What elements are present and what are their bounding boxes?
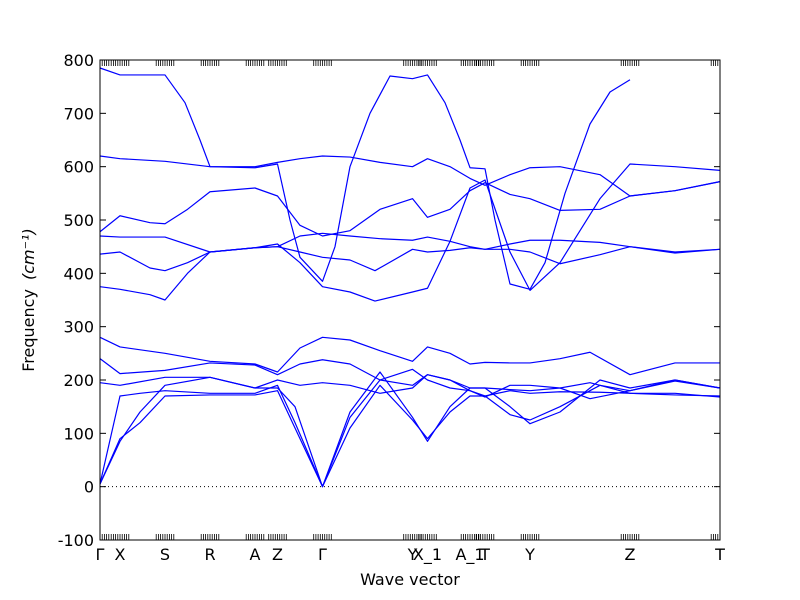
plot-area xyxy=(100,60,720,540)
band-12 xyxy=(99,67,631,290)
x-tick-label-12: Z xyxy=(625,545,636,564)
y-tick-label: 600 xyxy=(63,158,94,177)
plot-background xyxy=(100,60,720,540)
band-5 xyxy=(99,358,721,398)
y-tick-label: 400 xyxy=(63,264,94,283)
y-tick-label: 300 xyxy=(63,318,94,337)
x-tick-label-7: Y xyxy=(407,545,418,564)
y-tick-label: 200 xyxy=(63,371,94,390)
y-tick-label: -100 xyxy=(58,531,94,550)
y-tick-label: 800 xyxy=(63,51,94,70)
y-tick-label: 700 xyxy=(63,104,94,123)
x-tick-label-13: T xyxy=(714,545,725,564)
x-tick-label-11: Y xyxy=(524,545,535,564)
x-tick-label-6: Γ xyxy=(318,545,327,564)
y-axis-label-unit: (cm⁻¹) xyxy=(19,228,38,280)
x-axis-label: Wave vector xyxy=(360,570,460,589)
band-2 xyxy=(99,380,721,488)
band-7 xyxy=(99,163,721,302)
x-tick-label-8: X_1 xyxy=(413,545,442,565)
y-axis-label-text: Frequency xyxy=(19,289,38,372)
x-tick-label-5: Z xyxy=(272,545,283,564)
band-8 xyxy=(99,246,721,272)
band-9 xyxy=(99,232,721,253)
x-tick-label-10: T xyxy=(479,545,490,564)
band-3 xyxy=(99,371,721,488)
y-tick-label: 100 xyxy=(63,424,94,443)
y-tick-label: 0 xyxy=(84,478,94,497)
x-tick-label-9: A_1 xyxy=(455,545,484,565)
x-tick-label-1: X xyxy=(115,545,126,564)
band-1 xyxy=(99,368,721,488)
series-layer xyxy=(99,67,721,488)
y-axis-label: Frequency (cm⁻¹) xyxy=(19,228,38,371)
x-tick-label-4: A xyxy=(250,545,261,564)
x-tick-label-2: S xyxy=(160,545,170,564)
x-tick-label-0: Γ xyxy=(96,545,105,564)
band-6 xyxy=(99,336,720,376)
band-10 xyxy=(99,181,721,237)
band-4 xyxy=(99,374,721,400)
y-tick-label: 500 xyxy=(63,211,94,230)
x-tick-label-3: R xyxy=(204,545,215,564)
